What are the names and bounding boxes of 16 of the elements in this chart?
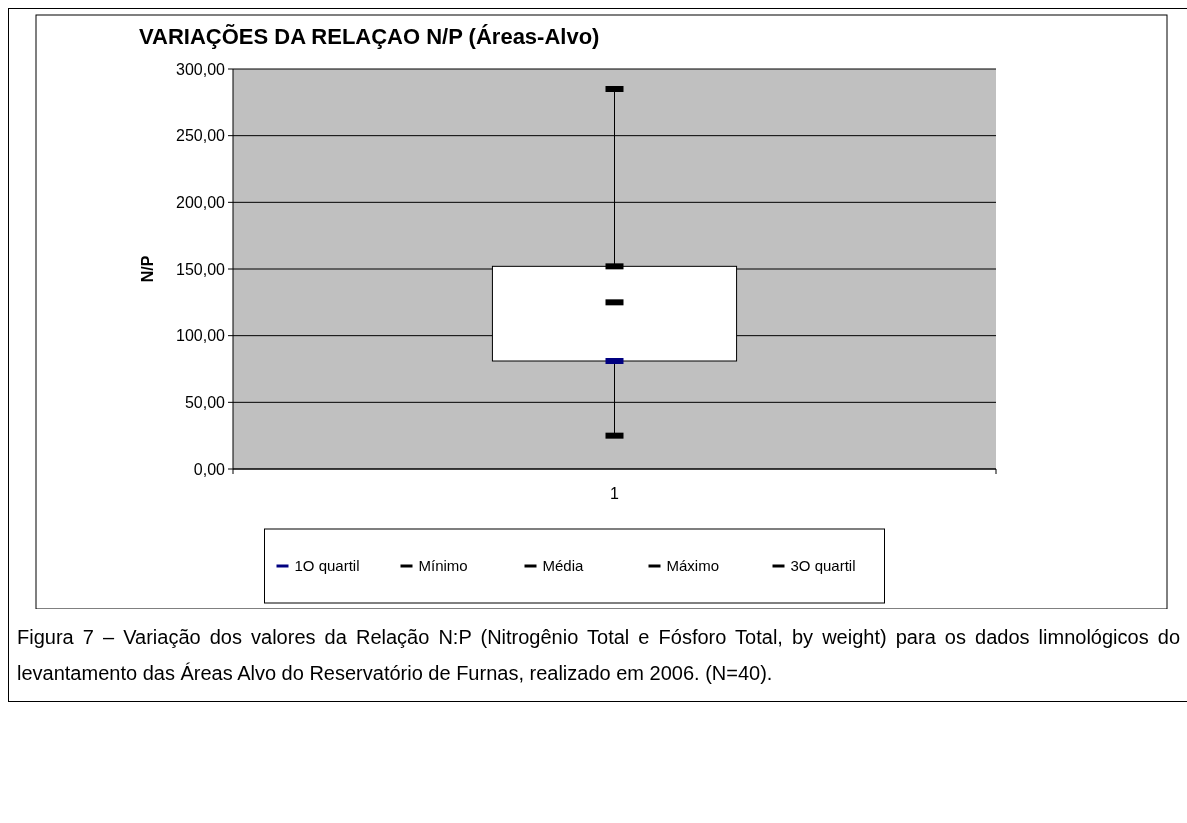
legend-label: Mínimo (418, 557, 468, 575)
chart-title: VARIAÇÕES DA RELAÇAO N/P (Áreas-Alvo) (139, 24, 600, 49)
legend-label: Máximo (666, 557, 720, 575)
legend-label: 1O quartil (294, 557, 360, 575)
text: Figura 7 – Variação dos valores da Relação N:P (Nitrogênio Total e Fósforo Total, by weight) para os dados limnológicos do levantamento das Áreas Alvo do Reservatório de Furnas, realizado em 2006. (N=40). (17, 625, 1180, 686)
y-tick-label: 150,00 (176, 260, 226, 278)
y-tick-label: 100,00 (176, 327, 226, 345)
y-tick-label: 300,00 (176, 60, 226, 78)
y-axis-title: N/P (139, 255, 156, 283)
y-tick-label: 250,00 (176, 127, 226, 145)
y-tick-label: 50,00 (184, 393, 226, 411)
x-tick-label: 1 (610, 485, 620, 502)
legend-label: Média (542, 557, 585, 575)
legend-label: 3O quartil (790, 557, 856, 575)
y-tick-label: 200,00 (176, 193, 226, 211)
y-tick-label: 0,00 (193, 460, 226, 478)
